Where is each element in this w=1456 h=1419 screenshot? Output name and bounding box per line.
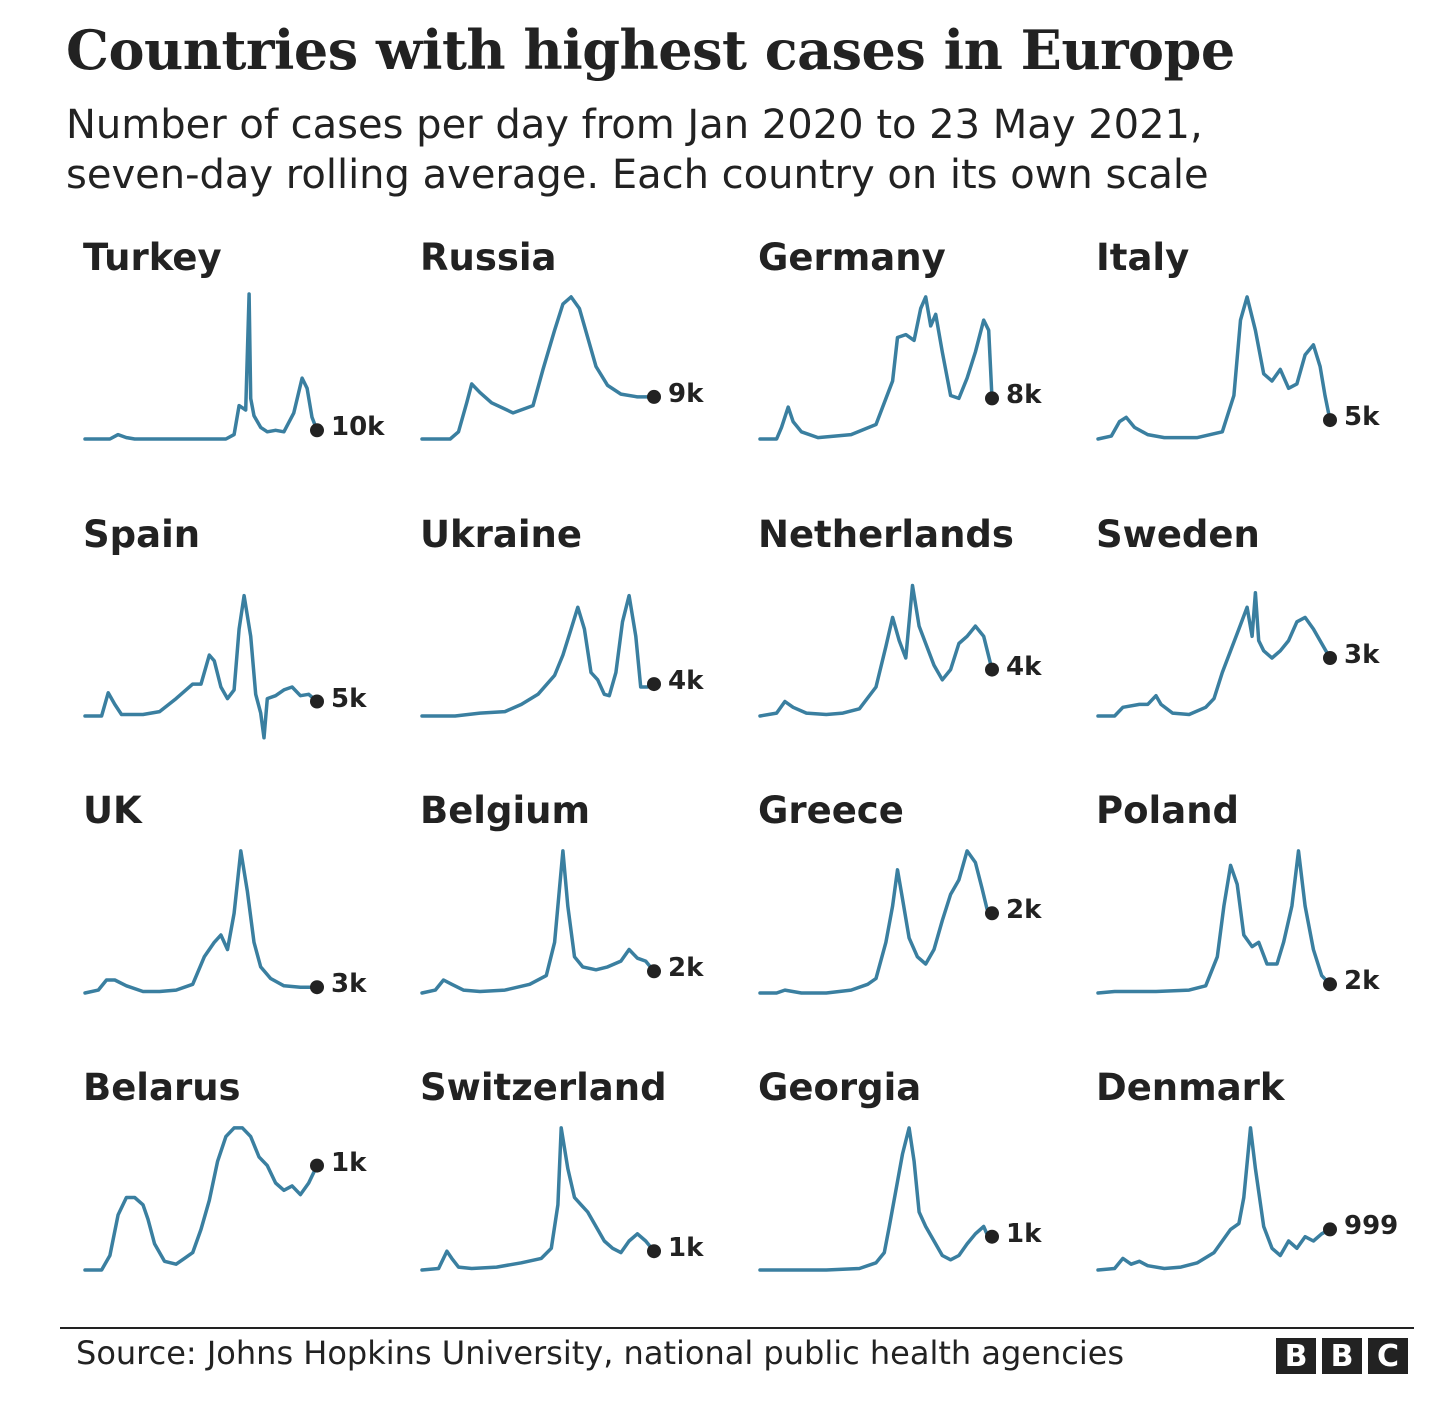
subtitle-line-1: Number of cases per day from Jan 2020 to… bbox=[66, 102, 1203, 148]
country-name: Greece bbox=[758, 789, 904, 832]
series-line bbox=[83, 849, 319, 995]
latest-value-label: 3k bbox=[1344, 640, 1380, 670]
latest-value-label: 5k bbox=[331, 683, 367, 714]
series-line bbox=[420, 295, 656, 441]
country-name: Belgium bbox=[420, 789, 591, 832]
country-name: Sweden bbox=[1096, 513, 1260, 556]
series-line bbox=[758, 1126, 994, 1272]
bbc-logo-block: B bbox=[1276, 1338, 1316, 1374]
latest-value-label: 1k bbox=[668, 1233, 704, 1264]
bbc-logo: B B C bbox=[1276, 1338, 1408, 1374]
series-line bbox=[420, 593, 656, 718]
latest-value-dot bbox=[985, 1229, 999, 1244]
latest-value-dot bbox=[647, 964, 661, 979]
latest-value-dot bbox=[310, 980, 324, 995]
bbc-logo-block: B bbox=[1322, 1338, 1362, 1374]
latest-value-label: 2k bbox=[1344, 966, 1380, 997]
latest-value-dot bbox=[647, 389, 661, 404]
latest-value-dot bbox=[1323, 1222, 1337, 1237]
country-name: Georgia bbox=[758, 1066, 922, 1109]
latest-value-dot bbox=[647, 1244, 661, 1259]
latest-value-label: 10k bbox=[331, 412, 385, 443]
series-line bbox=[758, 849, 994, 995]
latest-value-dot bbox=[310, 1158, 324, 1173]
latest-value-dot bbox=[985, 391, 999, 406]
latest-value-label: 4k bbox=[1006, 651, 1042, 682]
country-name: Italy bbox=[1096, 236, 1190, 279]
series-line bbox=[1096, 295, 1332, 441]
latest-value-dot bbox=[985, 906, 999, 921]
country-name: Russia bbox=[420, 236, 557, 279]
series-line bbox=[758, 295, 994, 441]
latest-value-dot bbox=[310, 423, 324, 438]
latest-value-dot bbox=[1323, 651, 1337, 665]
latest-value-label: 3k bbox=[331, 969, 367, 1000]
latest-value-label: 999 bbox=[1344, 1211, 1399, 1242]
country-name: Germany bbox=[758, 236, 946, 279]
country-name: Spain bbox=[83, 513, 201, 556]
country-name: Denmark bbox=[1096, 1066, 1285, 1109]
latest-value-dot bbox=[985, 662, 999, 677]
chart-title: Countries with highest cases in Europe bbox=[66, 18, 1235, 82]
latest-value-label: 8k bbox=[1006, 380, 1042, 411]
series-line bbox=[83, 1126, 319, 1272]
subtitle-line-2: seven-day rolling average. Each country … bbox=[66, 152, 1209, 198]
bbc-logo-block: C bbox=[1368, 1338, 1408, 1374]
series-line bbox=[1096, 591, 1332, 718]
country-name: Turkey bbox=[83, 236, 222, 279]
chart-subtitle: Number of cases per day from Jan 2020 to… bbox=[66, 100, 1406, 200]
country-name: Belarus bbox=[83, 1066, 241, 1109]
series-line bbox=[758, 583, 994, 718]
country-name: Ukraine bbox=[420, 513, 582, 556]
series-line bbox=[83, 593, 319, 740]
latest-value-dot bbox=[310, 694, 324, 709]
series-line bbox=[1096, 1126, 1332, 1272]
source-note: Source: Johns Hopkins University, nation… bbox=[76, 1334, 1125, 1372]
series-line bbox=[1096, 849, 1332, 995]
latest-value-label: 9k bbox=[668, 378, 704, 409]
latest-value-dot bbox=[1323, 977, 1337, 992]
country-name: Poland bbox=[1096, 789, 1240, 832]
footer-rule bbox=[60, 1327, 1414, 1329]
latest-value-label: 1k bbox=[1006, 1218, 1042, 1249]
country-name: Netherlands bbox=[758, 513, 1014, 556]
latest-value-label: 4k bbox=[668, 666, 704, 697]
latest-value-label: 1k bbox=[331, 1147, 367, 1178]
latest-value-label: 2k bbox=[668, 953, 704, 984]
country-name: Switzerland bbox=[420, 1066, 667, 1109]
latest-value-label: 5k bbox=[1344, 402, 1380, 433]
latest-value-dot bbox=[647, 677, 661, 692]
series-line bbox=[420, 849, 656, 995]
series-line bbox=[420, 1126, 656, 1272]
series-line bbox=[83, 292, 319, 441]
country-name: UK bbox=[83, 789, 142, 832]
latest-value-dot bbox=[1323, 413, 1337, 428]
latest-value-label: 2k bbox=[1006, 895, 1042, 926]
